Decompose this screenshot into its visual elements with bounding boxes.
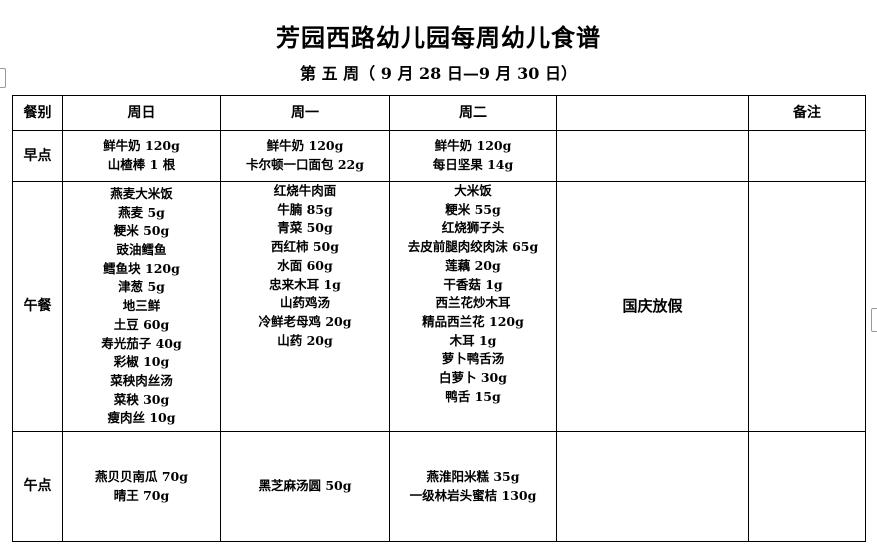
page-subtitle: 第 五 周（ 9 月 28 日—9 月 30 日） (300, 64, 577, 83)
header-cell: 周一 (220, 95, 390, 131)
row-label: 早点 (12, 130, 63, 182)
holiday-note: 国庆放假 (556, 181, 749, 432)
menu-item: 木耳 1g (449, 332, 497, 348)
menu-item: 菜秧肉丝汤 (110, 372, 173, 388)
menu-cell: 鲜牛奶 120g 卡尔顿一口面包 22g (220, 130, 390, 182)
header-cell (556, 95, 749, 131)
menu-cell: 红烧牛肉面牛腩 85g 青菜 50g 西红柿 50g 水面 60g 忠来木耳 1g 山药鸡… (220, 181, 390, 432)
menu-item: 鳕鱼块 120g (103, 260, 180, 276)
notes-cell (748, 431, 866, 542)
menu-item: 彩椒 10g (113, 354, 170, 370)
menu-item: 燕贝贝南瓜 70g (95, 468, 188, 484)
menu-item: 鲜牛奶 120g (266, 138, 344, 154)
header-row: 餐别 周日 周一 周二 备注 (12, 95, 866, 131)
menu-item: 山楂棒 1 根 (107, 157, 176, 172)
menu-cell: 黑芝麻汤圆 50g (220, 431, 390, 542)
menu-item: 津葱 5g (118, 279, 165, 295)
header-cell: 餐别 (12, 95, 63, 131)
menu-item: 豉油鳕鱼 (116, 242, 167, 258)
menu-item: 土豆 60g (113, 316, 170, 332)
menu-item: 大米饭 (454, 183, 492, 198)
menu-item: 寿光茄子 40g (101, 335, 182, 351)
menu-item: 瘦肉丝 10g (107, 410, 176, 426)
menu-item: 燕淮阳米糕 35g (426, 468, 520, 484)
menu-item: 干香菇 1g (443, 276, 503, 292)
menu-item: 冷鲜老母鸡 20g (258, 313, 352, 329)
menu-item: 萝卜鸭舌汤 (441, 351, 505, 367)
menu-item: 燕麦大米饭 (110, 185, 173, 201)
menu-item: 牛腩 85g (277, 201, 333, 217)
table-row: 早点 鲜牛奶 120g 山楂棒 1 根 鲜牛奶 120g 卡尔顿一口面包 22g 鲜… (12, 130, 866, 182)
scroll-marker-left (0, 68, 6, 88)
menu-cell: 鲜牛奶 120g 每日坚果 14g (389, 130, 557, 182)
table-row: 午点 燕贝贝南瓜 70g 晴王 70g 黑芝麻汤圆 50g 燕淮阳米糕 35g 一级… (12, 431, 866, 542)
menu-item: 黑芝麻汤圆 50g (258, 478, 352, 494)
menu-cell: 鲜牛奶 120g 山楂棒 1 根 (62, 130, 221, 182)
menu-item: 鲜牛奶 120g (103, 138, 180, 154)
menu-cell: 燕淮阳米糕 35g 一级林岩头蜜桔 130g (389, 431, 557, 542)
header-cell: 周日 (62, 95, 221, 131)
menu-item: 莲藕 20g (445, 257, 501, 273)
notes-cell (748, 130, 866, 182)
menu-item: 地三鲜 (122, 298, 161, 314)
menu-item: 红烧牛肉面 (273, 183, 337, 198)
menu-item: 水面 60g (277, 257, 333, 273)
menu-item: 去皮前腿肉绞肉沫 65g (407, 239, 539, 255)
menu-item: 西兰花炒木耳 (435, 295, 511, 311)
menu-item: 精品西兰花 120g (422, 313, 524, 329)
menu-item: 一级林岩头蜜桔 130g (409, 487, 537, 503)
menu-item: 燕麦 5g (118, 204, 165, 220)
scroll-marker-right (871, 308, 877, 332)
menu-item: 忠来木耳 1g (269, 276, 341, 292)
menu-item: 青菜 50g (277, 220, 333, 236)
menu-item: 粳米 50g (113, 223, 170, 239)
menu-table: 餐别 周日 周一 周二 备注 早点 鲜牛奶 120g 山楂棒 1 根 鲜牛奶 12… (12, 95, 866, 542)
menu-item: 西红柿 50g (271, 239, 339, 255)
menu-item: 卡尔顿一口面包 22g (246, 157, 364, 172)
menu-item: 山药 20g (277, 332, 333, 348)
header-cell: 周二 (389, 95, 557, 131)
row-label: 午餐 (12, 181, 63, 432)
menu-item: 粳米 55g (445, 201, 501, 217)
notes-cell (748, 181, 866, 432)
menu-item: 鸭舌 15g (445, 388, 501, 404)
menu-item: 晴王 70g (113, 487, 170, 503)
header-cell: 备注 (748, 95, 866, 131)
menu-item: 鲜牛奶 120g (434, 138, 512, 154)
menu-item: 山药鸡汤 (279, 295, 330, 311)
menu-item: 每日坚果 14g (432, 157, 514, 172)
menu-item: 菜秧 30g (113, 391, 170, 407)
menu-cell: 燕麦大米饭燕麦 5g 粳米 50g 豉油鳕鱼鳕鱼块 120g 津葱 5g 地三鲜土豆 6… (62, 181, 221, 432)
menu-item: 红烧狮子头 (441, 220, 505, 236)
table-row: 午餐 燕麦大米饭燕麦 5g 粳米 50g 豉油鳕鱼鳕鱼块 120g 津葱 5g 地三鲜土… (12, 181, 866, 432)
menu-cell: 燕贝贝南瓜 70g 晴王 70g (62, 431, 221, 542)
empty-cell (556, 431, 749, 542)
menu-item: 白萝卜 30g (439, 370, 507, 386)
empty-cell (556, 130, 749, 182)
page-title: 芳园西路幼儿园每周幼儿食谱 (276, 23, 601, 52)
row-label: 午点 (12, 431, 63, 542)
menu-cell: 大米饭粳米 55g 红烧狮子头去皮前腿肉绞肉沫 65g 莲藕 20g 干香菇 1g 西兰… (389, 181, 557, 432)
